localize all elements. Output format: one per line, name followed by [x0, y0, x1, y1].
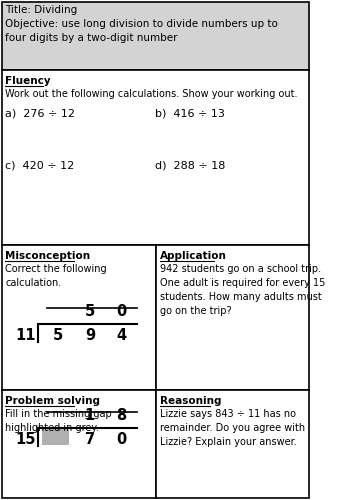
Bar [156, 245, 309, 390]
Text: Problem solving: Problem solving [6, 396, 100, 406]
Text: Title: Dividing
Objective: use long division to divide numbers up to
four digits: Title: Dividing Objective: use long divi… [6, 5, 278, 43]
Text: Fluency: Fluency [6, 76, 51, 86]
Bar [2, 2, 309, 70]
Text: 15: 15 [15, 432, 35, 447]
Bar [2, 390, 156, 498]
Text: a)  276 ÷ 12: a) 276 ÷ 12 [6, 108, 75, 118]
Text: Application: Application [160, 251, 227, 261]
Bar [2, 245, 156, 390]
Text: 5: 5 [85, 304, 95, 319]
Text: d)  288 ÷ 18: d) 288 ÷ 18 [155, 161, 226, 171]
Text: Correct the following
calculation.: Correct the following calculation. [6, 264, 107, 288]
Text: 8: 8 [116, 408, 126, 423]
Bar [156, 390, 309, 498]
Text: 7: 7 [85, 432, 95, 447]
Text: 0: 0 [116, 432, 126, 447]
Text: Reasoning: Reasoning [160, 396, 221, 406]
Text: Fill in the missing gap
highlighted in grey.: Fill in the missing gap highlighted in g… [6, 409, 112, 433]
Text: Misconception: Misconception [6, 251, 91, 261]
Text: 9: 9 [85, 328, 95, 343]
Text: c)  420 ÷ 12: c) 420 ÷ 12 [6, 161, 75, 171]
Bar [2, 70, 309, 245]
Text: Lizzie says 843 ÷ 11 has no
remainder. Do you agree with
Lizzie? Explain your an: Lizzie says 843 ÷ 11 has no remainder. D… [160, 409, 305, 447]
Text: 0: 0 [116, 304, 126, 319]
Text: Work out the following calculations. Show your working out.: Work out the following calculations. Sho… [6, 89, 298, 99]
Text: b)  416 ÷ 13: b) 416 ÷ 13 [155, 108, 225, 118]
Text: 5: 5 [53, 328, 64, 343]
Text: 4: 4 [116, 328, 126, 343]
Text: 1: 1 [85, 408, 95, 423]
Bar [42, 427, 69, 445]
Text: 11: 11 [15, 328, 35, 343]
Text: 942 students go on a school trip.
One adult is required for every 15
students. H: 942 students go on a school trip. One ad… [160, 264, 325, 316]
